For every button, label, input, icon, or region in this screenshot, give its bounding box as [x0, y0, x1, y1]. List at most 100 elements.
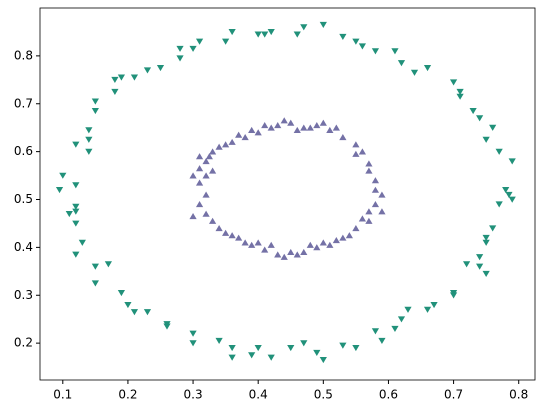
point [254, 345, 262, 352]
y-tick-label: 0.6 [14, 144, 33, 158]
point [339, 234, 347, 241]
point [267, 241, 275, 248]
x-tick-label: 0.5 [314, 388, 333, 402]
point [72, 208, 80, 215]
point [215, 337, 223, 344]
point [476, 263, 484, 270]
point [365, 208, 373, 215]
point [371, 186, 380, 193]
point [365, 217, 373, 224]
point [319, 119, 327, 126]
y-tick-label: 0.2 [14, 336, 33, 350]
x-tick-label: 0.8 [509, 388, 528, 402]
point [319, 21, 327, 28]
point [163, 323, 171, 330]
point [208, 167, 217, 174]
point [248, 126, 256, 133]
point [326, 126, 334, 133]
point [189, 172, 197, 179]
point [339, 134, 347, 141]
point [339, 342, 347, 349]
point [91, 280, 99, 287]
point [104, 261, 112, 268]
point [371, 328, 380, 335]
point [222, 38, 230, 45]
point [72, 141, 80, 148]
point [482, 270, 490, 277]
point [482, 136, 490, 143]
point [508, 196, 516, 203]
point [476, 115, 484, 122]
point [352, 38, 360, 45]
point [495, 201, 503, 208]
point [293, 251, 301, 258]
point [248, 241, 256, 248]
point [91, 263, 99, 270]
point [274, 251, 282, 258]
point [505, 191, 513, 198]
point [456, 88, 464, 96]
point [482, 239, 490, 246]
point [358, 43, 367, 50]
point [254, 31, 262, 38]
y-tick-label: 0.4 [14, 240, 33, 254]
point [111, 76, 119, 84]
point [117, 289, 126, 297]
point [222, 141, 230, 148]
point [423, 64, 432, 72]
point [205, 153, 213, 160]
point [300, 340, 308, 347]
point [248, 352, 256, 359]
point [65, 210, 73, 218]
point [235, 131, 243, 138]
point [306, 241, 314, 248]
point [111, 88, 119, 96]
point [365, 160, 373, 167]
point [156, 64, 165, 72]
point [456, 93, 464, 100]
point [202, 157, 210, 165]
point [241, 134, 249, 141]
point [228, 138, 236, 145]
point [267, 354, 275, 361]
point [195, 201, 204, 208]
point [319, 239, 327, 246]
point [130, 309, 139, 316]
point [476, 254, 484, 261]
point [55, 187, 64, 194]
x-tick-label: 0.4 [249, 388, 268, 402]
point [85, 136, 93, 143]
point [195, 38, 204, 45]
point [228, 345, 236, 352]
point [85, 148, 93, 155]
point [267, 124, 275, 131]
point [352, 345, 360, 352]
point [313, 122, 321, 129]
point [189, 330, 197, 337]
point [215, 143, 223, 150]
point [274, 122, 282, 129]
point [371, 177, 380, 184]
point [254, 239, 262, 246]
point [228, 232, 236, 239]
point [189, 213, 197, 220]
point [202, 191, 210, 198]
point [235, 234, 243, 241]
x-tick-label: 0.2 [118, 388, 137, 402]
point [143, 309, 152, 316]
point [332, 236, 340, 244]
point [267, 29, 275, 36]
point [91, 108, 99, 115]
x-tick-label: 0.1 [53, 388, 72, 402]
point [228, 354, 236, 361]
point [313, 349, 321, 356]
x-tick-label: 0.3 [184, 388, 203, 402]
y-tick-label: 0.8 [14, 48, 33, 62]
point [410, 69, 419, 76]
y-tick-label: 0.3 [14, 288, 33, 302]
point [489, 225, 497, 232]
point [287, 119, 295, 126]
point [371, 201, 380, 208]
point [449, 292, 458, 299]
